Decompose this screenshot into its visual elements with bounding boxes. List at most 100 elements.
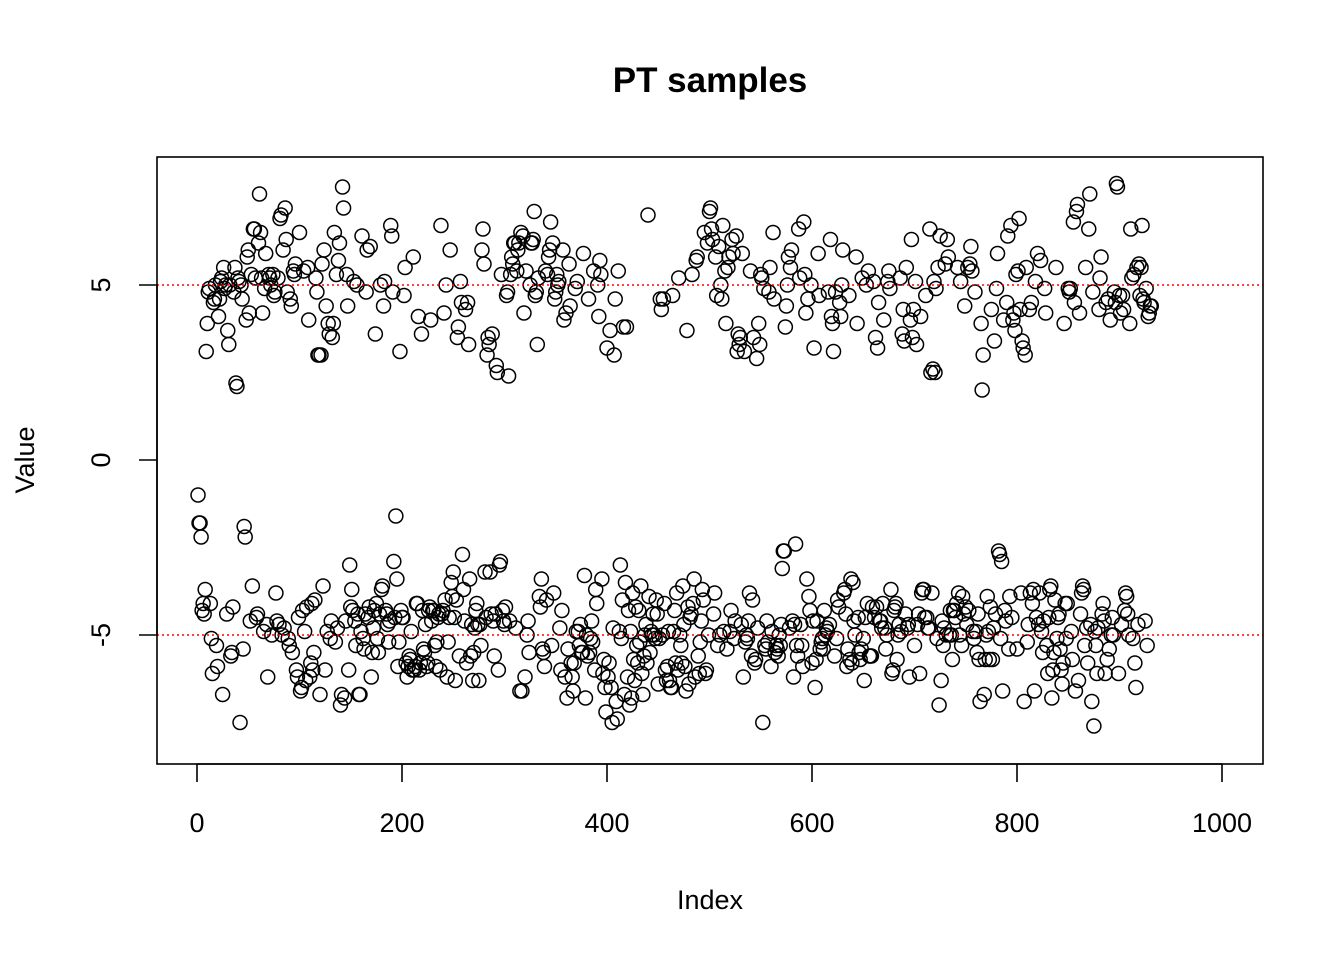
data-point — [455, 581, 472, 598]
data-point — [306, 644, 322, 661]
data-point — [927, 364, 943, 381]
data-point — [633, 578, 649, 594]
data-point — [346, 273, 362, 290]
data-point — [193, 529, 209, 545]
data-point — [393, 602, 409, 619]
data-point — [870, 294, 887, 311]
data-point — [565, 683, 581, 699]
data-point — [304, 595, 320, 612]
data-point — [596, 651, 612, 668]
data-point — [447, 672, 464, 689]
data-point — [805, 613, 821, 629]
data-point — [725, 245, 741, 262]
data-point — [1022, 585, 1039, 601]
data-point — [892, 270, 908, 286]
data-points — [190, 175, 1160, 734]
data-point — [912, 308, 929, 325]
data-point — [1027, 273, 1044, 290]
data-point — [463, 616, 480, 633]
data-point — [516, 305, 532, 321]
data-point — [1032, 252, 1049, 269]
data-point — [933, 672, 949, 689]
data-point — [575, 245, 592, 262]
data-point — [993, 553, 1010, 570]
data-point — [855, 630, 871, 647]
data-point — [554, 602, 570, 619]
data-point — [449, 329, 466, 346]
data-point — [539, 266, 556, 283]
data-point — [1125, 630, 1141, 647]
data-point — [1127, 655, 1143, 671]
data-point — [1016, 693, 1032, 710]
data-point — [276, 620, 292, 636]
data-point — [1129, 259, 1145, 276]
data-point — [574, 644, 591, 661]
data-point — [675, 578, 691, 594]
data-point — [1110, 665, 1127, 682]
data-point — [895, 301, 911, 318]
data-point — [724, 231, 740, 248]
data-point — [237, 529, 253, 545]
data-point — [1009, 641, 1025, 657]
data-point — [677, 658, 693, 675]
data-point — [320, 315, 336, 332]
data-point — [1122, 315, 1138, 332]
data-point — [390, 658, 406, 675]
data-point — [687, 669, 703, 685]
data-point — [1109, 179, 1126, 195]
data-point — [1081, 221, 1097, 237]
x-axis: 0 200 400 600 800 1000 — [189, 763, 1252, 838]
data-point — [1035, 613, 1052, 629]
x-axis-label: Index — [677, 885, 744, 915]
data-point — [1029, 245, 1046, 262]
data-point — [1116, 602, 1133, 619]
data-point — [471, 672, 487, 689]
data-point — [391, 634, 407, 650]
data-point — [1019, 634, 1035, 650]
data-point — [772, 637, 788, 654]
data-point — [754, 270, 770, 286]
data-point — [582, 630, 599, 647]
data-point — [606, 347, 622, 363]
data-point — [908, 336, 925, 353]
data-point — [716, 623, 732, 640]
data-point — [799, 571, 815, 587]
data-point — [876, 312, 892, 328]
data-point — [286, 266, 303, 283]
data-point — [877, 620, 893, 636]
data-point — [577, 690, 594, 706]
data-point — [844, 655, 860, 671]
data-point — [238, 312, 254, 328]
data-point — [660, 623, 677, 640]
data-point — [1033, 623, 1050, 640]
data-point — [305, 662, 321, 678]
data-point — [262, 270, 278, 286]
data-point — [552, 620, 568, 636]
y-tick-label: 0 — [86, 452, 116, 467]
data-point — [252, 224, 269, 241]
data-point — [428, 658, 444, 675]
data-point — [1128, 679, 1144, 696]
y-axis-label: Value — [10, 426, 40, 493]
data-point — [322, 630, 338, 647]
data-point — [1095, 595, 1111, 612]
data-point — [300, 312, 317, 328]
data-point — [1130, 616, 1146, 633]
data-point — [484, 326, 500, 342]
data-point — [469, 595, 485, 612]
data-point — [664, 287, 681, 304]
data-point — [631, 602, 647, 619]
data-point — [521, 644, 537, 661]
data-point — [388, 508, 404, 524]
data-point — [994, 683, 1011, 699]
data-point — [763, 658, 779, 675]
data-point — [1098, 294, 1114, 311]
data-point — [864, 599, 881, 615]
data-point — [555, 242, 571, 258]
data-point — [295, 263, 312, 279]
data-point — [1055, 655, 1071, 671]
data-point — [756, 280, 772, 297]
data-point — [734, 245, 751, 262]
data-point — [765, 224, 781, 241]
data-point — [296, 623, 313, 640]
